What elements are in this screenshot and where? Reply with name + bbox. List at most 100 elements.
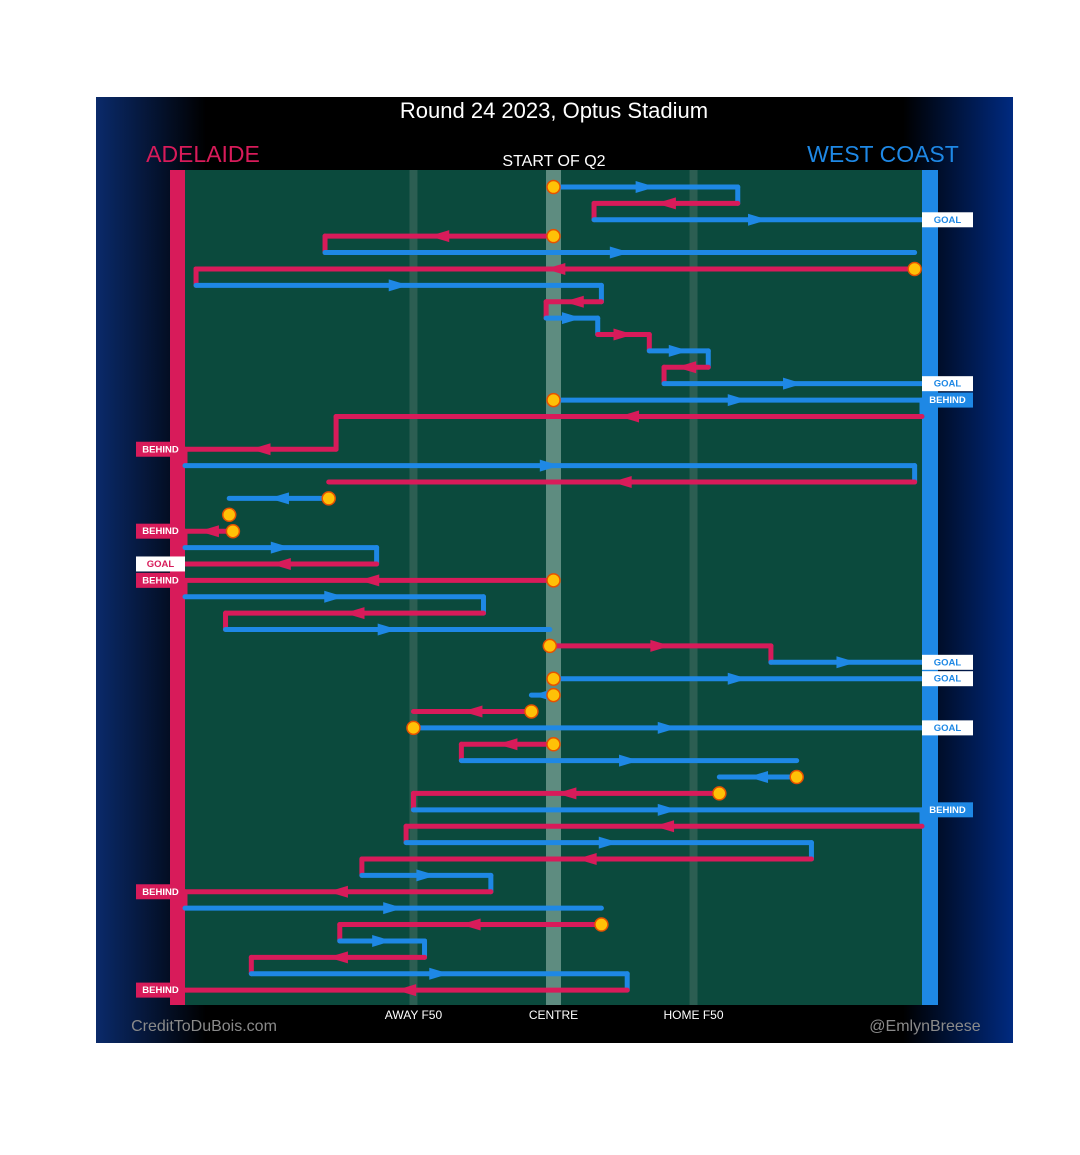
stoppage-dot <box>546 687 561 703</box>
direction-arrow <box>327 885 348 898</box>
direction-arrow <box>429 230 450 243</box>
direction-arrow <box>460 918 481 931</box>
direction-arrow <box>372 934 393 947</box>
stoppage-dot <box>546 737 561 752</box>
direction-arrow <box>198 525 219 538</box>
direction-arrow <box>268 492 289 505</box>
result-box <box>922 720 973 736</box>
result-box <box>922 654 973 670</box>
direction-arrow <box>416 869 437 882</box>
result-label: BEHIND <box>142 526 179 537</box>
result-label: GOAL <box>147 559 175 570</box>
direction-arrow <box>676 361 697 374</box>
direction-arrow <box>324 590 345 603</box>
result-box <box>922 376 973 392</box>
result-box <box>922 212 973 228</box>
direction-arrow <box>668 344 689 357</box>
direction-arrow <box>657 803 678 816</box>
result-box <box>136 556 185 572</box>
result-box <box>922 802 973 818</box>
direction-arrow <box>783 377 804 390</box>
direction-arrow <box>727 394 748 407</box>
direction-arrow <box>539 459 560 472</box>
direction-arrow <box>497 738 518 751</box>
stoppage-dot <box>594 917 609 932</box>
direction-arrow <box>344 607 365 620</box>
direction-arrow <box>377 623 398 636</box>
direction-arrow <box>270 541 291 554</box>
credit: CreditToDuBois.com <box>131 1018 277 1035</box>
result-label: BEHIND <box>929 805 966 816</box>
result-box <box>136 884 185 900</box>
result-label: GOAL <box>934 215 962 226</box>
direction-arrow <box>556 787 577 800</box>
direction-arrow <box>563 295 584 308</box>
credit: @EmlynBreese <box>869 1018 980 1035</box>
direction-arrow <box>654 820 675 833</box>
direction-arrow <box>396 984 417 997</box>
direction-arrow <box>619 410 640 423</box>
west-coast-goal-line <box>922 170 938 1005</box>
direction-arrow <box>388 279 409 292</box>
result-box <box>136 523 185 539</box>
direction-arrow <box>270 557 291 570</box>
direction-arrow <box>650 639 671 652</box>
chart-title: Round 24 2023, Optus Stadium <box>400 98 708 123</box>
result-label: GOAL <box>934 657 962 668</box>
result-label: BEHIND <box>142 575 179 586</box>
result-box <box>922 392 973 408</box>
stoppage-dot <box>712 786 727 801</box>
stoppage-dot <box>321 491 336 506</box>
direction-arrow <box>545 262 566 275</box>
stoppage-dot <box>524 704 539 719</box>
direction-arrow <box>727 672 748 685</box>
result-label: GOAL <box>934 674 962 685</box>
result-label: BEHIND <box>142 985 179 996</box>
stoppage-dot <box>221 507 237 523</box>
result-label: GOAL <box>934 379 962 390</box>
result-box <box>136 441 185 457</box>
period-label: START OF Q2 <box>502 153 605 170</box>
x-tick-label: AWAY F50 <box>385 1008 443 1022</box>
direction-arrow <box>598 836 619 849</box>
stoppage-dot <box>546 392 561 408</box>
result-label: BEHIND <box>929 395 966 406</box>
direction-arrow <box>748 771 769 784</box>
team-label: ADELAIDE <box>146 141 260 167</box>
stoppage-dot <box>907 261 922 277</box>
direction-arrow <box>429 967 450 980</box>
result-label: GOAL <box>934 723 962 734</box>
result-label: BEHIND <box>142 887 179 898</box>
stoppage-dot <box>546 671 561 686</box>
direction-arrow <box>836 656 857 669</box>
direction-arrow <box>359 574 380 587</box>
direction-arrow <box>609 246 630 259</box>
direction-arrow <box>655 197 676 210</box>
result-box <box>922 671 973 687</box>
x-tick-label: CENTRE <box>529 1008 578 1022</box>
direction-arrow <box>611 476 632 489</box>
stoppage-dot <box>225 523 241 539</box>
direction-arrow <box>462 705 483 718</box>
direction-arrow <box>657 721 678 734</box>
stoppage-dot <box>546 228 561 244</box>
x-tick-label: HOME F50 <box>664 1008 724 1022</box>
direction-arrow <box>619 754 640 767</box>
stoppage-dot <box>546 573 561 588</box>
direction-arrow <box>327 951 348 964</box>
stoppage-dot <box>542 638 558 654</box>
direction-arrow <box>576 852 597 865</box>
result-label: BEHIND <box>142 444 179 455</box>
direction-arrow <box>748 213 769 226</box>
stoppage-dot <box>406 720 421 736</box>
direction-arrow <box>250 443 271 456</box>
stoppage-dot <box>789 769 804 785</box>
direction-arrow <box>613 328 634 341</box>
stoppage-dot <box>546 179 561 195</box>
direction-arrow <box>383 902 404 915</box>
direction-arrow <box>561 312 582 325</box>
team-label: WEST COAST <box>807 141 959 167</box>
result-box <box>136 572 185 588</box>
result-box <box>136 982 185 998</box>
